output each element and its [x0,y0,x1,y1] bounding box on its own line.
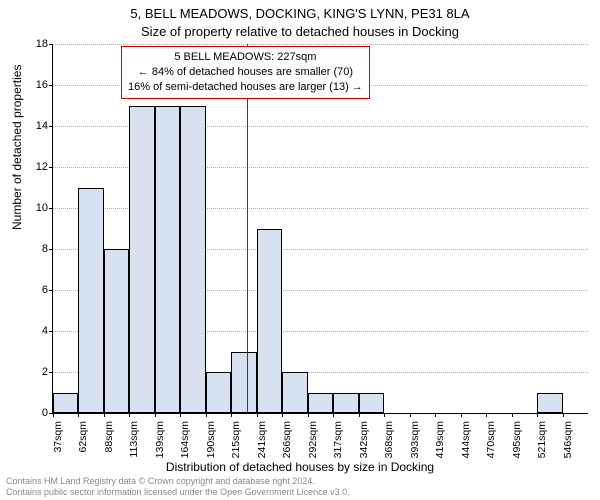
x-tick-label: 62sqm [77,421,89,461]
x-tick-mark [537,413,538,417]
y-tick-label: 12 [8,161,48,173]
x-tick-mark [461,413,462,417]
gridline [53,44,588,45]
y-tick-mark [49,290,53,291]
x-tick-mark [78,413,79,417]
x-tick-mark [231,413,232,417]
x-tick-mark [486,413,487,417]
histogram-bar [359,393,384,414]
x-tick-label: 368sqm [383,421,395,461]
x-tick-mark [180,413,181,417]
x-tick-mark [206,413,207,417]
histogram-bar [180,106,205,414]
x-tick-label: 470sqm [485,421,497,461]
x-tick-label: 495sqm [511,421,523,461]
histogram-bar [155,106,180,414]
x-tick-mark [257,413,258,417]
y-tick-label: 14 [8,120,48,132]
annotation-line3: 16% of semi-detached houses are larger (… [128,80,363,95]
y-tick-mark [49,372,53,373]
x-axis-label: Distribution of detached houses by size … [0,460,600,474]
x-tick-mark [359,413,360,417]
x-tick-label: 546sqm [562,421,574,461]
y-tick-label: 10 [8,202,48,214]
histogram-bar [308,393,333,414]
x-tick-label: 419sqm [434,421,446,461]
x-tick-mark [563,413,564,417]
annotation-box: 5 BELL MEADOWS: 227sqm← 84% of detached … [121,46,370,99]
histogram-bar [104,249,129,413]
reference-line [247,44,248,413]
chart-title-line2: Size of property relative to detached ho… [0,24,600,39]
y-tick-label: 8 [8,243,48,255]
x-tick-mark [282,413,283,417]
x-tick-label: 113sqm [128,421,140,461]
footer-line1: Contains HM Land Registry data © Crown c… [6,476,350,487]
x-tick-mark [308,413,309,417]
histogram-bar [78,188,103,414]
y-tick-mark [49,126,53,127]
y-tick-mark [49,167,53,168]
x-tick-label: 521sqm [536,421,548,461]
y-tick-label: 4 [8,325,48,337]
x-tick-mark [333,413,334,417]
y-tick-mark [49,44,53,45]
histogram-bar [257,229,282,414]
x-tick-label: 88sqm [103,421,115,461]
y-tick-label: 18 [8,38,48,50]
x-tick-mark [512,413,513,417]
x-tick-mark [410,413,411,417]
y-tick-label: 0 [8,407,48,419]
histogram-bar [333,393,358,414]
y-tick-mark [49,85,53,86]
x-tick-label: 139sqm [154,421,166,461]
x-tick-mark [104,413,105,417]
y-tick-mark [49,331,53,332]
y-tick-mark [49,249,53,250]
x-tick-label: 190sqm [205,421,217,461]
x-tick-label: 215sqm [230,421,242,461]
x-tick-mark [384,413,385,417]
footer-line2: Contains public sector information licen… [6,487,350,498]
y-tick-label: 16 [8,79,48,91]
chart-container: 5, BELL MEADOWS, DOCKING, KING'S LYNN, P… [0,0,600,500]
x-tick-label: 164sqm [179,421,191,461]
x-tick-label: 342sqm [358,421,370,461]
x-tick-label: 37sqm [52,421,64,461]
footer-attribution: Contains HM Land Registry data © Crown c… [6,476,350,498]
x-tick-mark [155,413,156,417]
histogram-bar [53,393,78,414]
histogram-bar [282,372,307,413]
x-tick-label: 266sqm [281,421,293,461]
x-tick-mark [129,413,130,417]
histogram-bar [129,106,154,414]
x-tick-mark [435,413,436,417]
x-tick-label: 444sqm [460,421,472,461]
histogram-bar [206,372,231,413]
x-tick-mark [53,413,54,417]
x-tick-label: 292sqm [307,421,319,461]
y-tick-label: 2 [8,366,48,378]
chart-title-line1: 5, BELL MEADOWS, DOCKING, KING'S LYNN, P… [0,6,600,21]
x-tick-label: 393sqm [409,421,421,461]
annotation-line1: 5 BELL MEADOWS: 227sqm [128,50,363,65]
x-tick-label: 317sqm [332,421,344,461]
plot-area: 5 BELL MEADOWS: 227sqm← 84% of detached … [52,44,588,414]
histogram-bar [231,352,256,414]
histogram-bar [537,393,562,414]
annotation-line2: ← 84% of detached houses are smaller (70… [128,65,363,80]
y-tick-mark [49,208,53,209]
x-tick-label: 241sqm [256,421,268,461]
y-tick-label: 6 [8,284,48,296]
